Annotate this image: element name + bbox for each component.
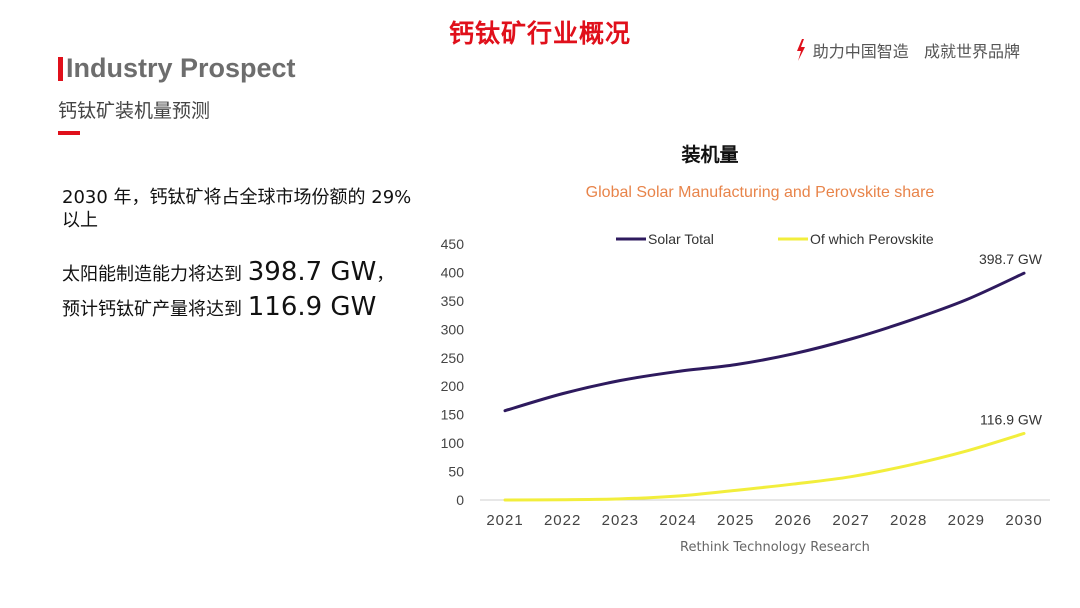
y-tick-label: 450 bbox=[441, 236, 465, 252]
x-tick-label: 2021 bbox=[486, 512, 523, 529]
legend-label-1: Of which Perovskite bbox=[810, 231, 934, 247]
y-tick-label: 200 bbox=[441, 378, 465, 394]
line-chart: Global Solar Manufacturing and Perovskit… bbox=[441, 184, 1050, 529]
end-value-label-0: 398.7 GW bbox=[979, 251, 1043, 267]
x-tick-label: 2028 bbox=[890, 512, 927, 529]
end-value-label-1: 116.9 GW bbox=[980, 411, 1043, 427]
x-tick-label: 2023 bbox=[602, 512, 639, 529]
perovskite-capacity-value: 116.9 GW bbox=[247, 292, 377, 322]
x-tick-label: 2022 bbox=[544, 512, 581, 529]
main-title: 钙钛矿行业概况 bbox=[448, 19, 631, 48]
y-tick-label: 0 bbox=[456, 492, 464, 508]
y-tick-label: 300 bbox=[441, 321, 465, 337]
series-line-0 bbox=[503, 271, 1026, 413]
x-tick-label: 2029 bbox=[948, 512, 985, 529]
y-tick-label: 350 bbox=[441, 293, 465, 309]
chart-title: Global Solar Manufacturing and Perovskit… bbox=[586, 184, 935, 201]
slogan-text: 助力中国智造 成就世界品牌 bbox=[812, 42, 1020, 61]
x-tick-label: 2025 bbox=[717, 512, 754, 529]
y-tick-label: 100 bbox=[441, 435, 465, 451]
capacity-line-1-suffix: ， bbox=[376, 264, 395, 285]
x-tick-label: 2026 bbox=[775, 512, 812, 529]
capacity-line-1-prefix: 太阳能制造能力将达到 bbox=[62, 264, 248, 285]
y-tick-label: 150 bbox=[441, 407, 465, 423]
y-tick-label: 250 bbox=[441, 350, 465, 366]
series-line-1 bbox=[503, 431, 1026, 502]
source-credit: Rethink Technology Research bbox=[680, 540, 870, 555]
lightning-bolt-icon bbox=[796, 39, 805, 61]
capacity-line-2: 预计钙钛矿产量将达到 116.9 GW bbox=[62, 291, 442, 326]
section-title-text: Industry Prospect bbox=[66, 53, 296, 83]
capacity-line-2-prefix: 预计钙钛矿产量将达到 bbox=[62, 299, 248, 320]
y-tick-label: 50 bbox=[448, 464, 464, 480]
x-tick-label: 2024 bbox=[659, 512, 696, 529]
accent-divider bbox=[58, 131, 80, 135]
legend-label-0: Solar Total bbox=[648, 231, 714, 247]
x-tick-label: 2030 bbox=[1005, 512, 1042, 529]
solar-capacity-value: 398.7 GW bbox=[247, 257, 377, 287]
capacity-text: 太阳能制造能力将达到 398.7 GW， 预计钙钛矿产量将达到 116.9 GW bbox=[62, 256, 442, 326]
section-subtitle: 钙钛矿装机量预测 bbox=[58, 100, 211, 122]
capacity-line-1: 太阳能制造能力将达到 398.7 GW， bbox=[62, 256, 442, 291]
chart-heading: 装机量 bbox=[681, 144, 739, 166]
section-title-bar bbox=[58, 56, 63, 81]
x-tick-label: 2027 bbox=[832, 512, 869, 529]
slogan: 助力中国智造 成就世界品牌 bbox=[795, 38, 1020, 62]
market-share-text: 2030 年，钙钛矿将占全球市场份额的 29% 以上 bbox=[62, 187, 412, 231]
section-title: Industry Prospect bbox=[58, 53, 296, 84]
y-tick-label: 400 bbox=[441, 264, 465, 280]
